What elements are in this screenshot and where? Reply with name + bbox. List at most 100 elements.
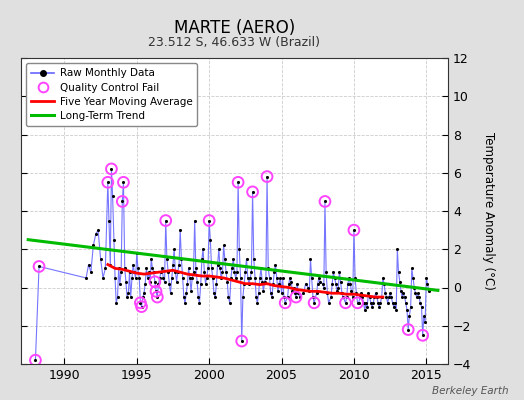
Point <box>189 269 198 276</box>
Point <box>117 269 125 276</box>
Point <box>328 280 336 287</box>
Point <box>264 265 272 272</box>
Point <box>231 269 239 276</box>
Point <box>339 294 347 300</box>
Point <box>388 300 397 306</box>
Point <box>234 179 242 186</box>
Point <box>119 179 128 186</box>
Point <box>202 275 211 281</box>
Point <box>200 269 209 276</box>
Point <box>405 313 413 319</box>
Point <box>198 256 206 262</box>
Point <box>315 275 323 281</box>
Point <box>119 179 128 186</box>
Point <box>376 300 385 306</box>
Point <box>252 294 260 300</box>
Point <box>247 269 256 276</box>
Point <box>257 265 265 272</box>
Point <box>383 294 391 300</box>
Point <box>185 275 194 281</box>
Point <box>291 290 299 296</box>
Point <box>419 332 427 338</box>
Point <box>350 227 358 233</box>
Point <box>286 275 294 281</box>
Point <box>251 275 259 281</box>
Point <box>124 290 133 296</box>
Point <box>128 275 136 281</box>
Point <box>153 294 161 300</box>
Point <box>400 294 409 300</box>
Point <box>151 278 159 285</box>
Point <box>232 275 240 281</box>
Point <box>385 294 393 300</box>
Point <box>423 280 432 287</box>
Point <box>211 294 220 300</box>
Point <box>304 284 312 291</box>
Point <box>389 304 398 310</box>
Point <box>408 265 416 272</box>
Point <box>312 290 321 296</box>
Point <box>424 288 433 294</box>
Point <box>410 284 419 291</box>
Point <box>166 290 174 296</box>
Point <box>89 242 97 249</box>
Point <box>248 189 257 195</box>
Point <box>299 290 308 296</box>
Point <box>344 280 352 287</box>
Point <box>183 280 192 287</box>
Point <box>212 280 221 287</box>
Point <box>132 275 140 281</box>
Point <box>386 290 394 296</box>
Point <box>387 294 396 300</box>
Point <box>210 290 218 296</box>
Point <box>287 278 296 285</box>
Point <box>263 173 271 180</box>
Point <box>399 290 408 296</box>
Point <box>99 275 107 281</box>
Point <box>177 256 185 262</box>
Title: MARTE (AERO): MARTE (AERO) <box>174 19 295 37</box>
Point <box>201 280 210 287</box>
Point <box>373 294 381 300</box>
Point <box>253 300 261 306</box>
Point <box>242 256 250 262</box>
Point <box>107 166 116 172</box>
Point <box>392 307 400 314</box>
Point <box>310 300 318 306</box>
Point <box>370 294 379 300</box>
Point <box>125 269 134 276</box>
Point <box>168 275 176 281</box>
Point <box>158 265 166 272</box>
Point <box>92 231 100 237</box>
Point <box>329 269 337 276</box>
Point <box>379 275 387 281</box>
Point <box>289 284 298 291</box>
Point <box>411 290 420 296</box>
Point <box>130 269 138 276</box>
Point <box>223 278 232 285</box>
Point <box>157 269 165 276</box>
Point <box>417 304 425 310</box>
Point <box>341 300 350 306</box>
Point <box>153 294 161 300</box>
Point <box>393 246 401 252</box>
Point <box>213 261 222 268</box>
Point <box>358 294 366 300</box>
Point <box>96 256 105 262</box>
Point <box>205 217 213 224</box>
Point <box>256 275 264 281</box>
Point <box>184 265 193 272</box>
Point <box>149 269 158 276</box>
Point <box>137 304 146 310</box>
Point <box>161 217 170 224</box>
Point <box>395 269 403 276</box>
Point <box>159 275 168 281</box>
Point <box>398 294 406 300</box>
Point <box>367 300 375 306</box>
Point <box>136 300 145 306</box>
Point <box>249 256 258 262</box>
Point <box>145 269 153 276</box>
Point <box>194 294 202 300</box>
Point <box>265 275 274 281</box>
Point <box>281 300 289 306</box>
